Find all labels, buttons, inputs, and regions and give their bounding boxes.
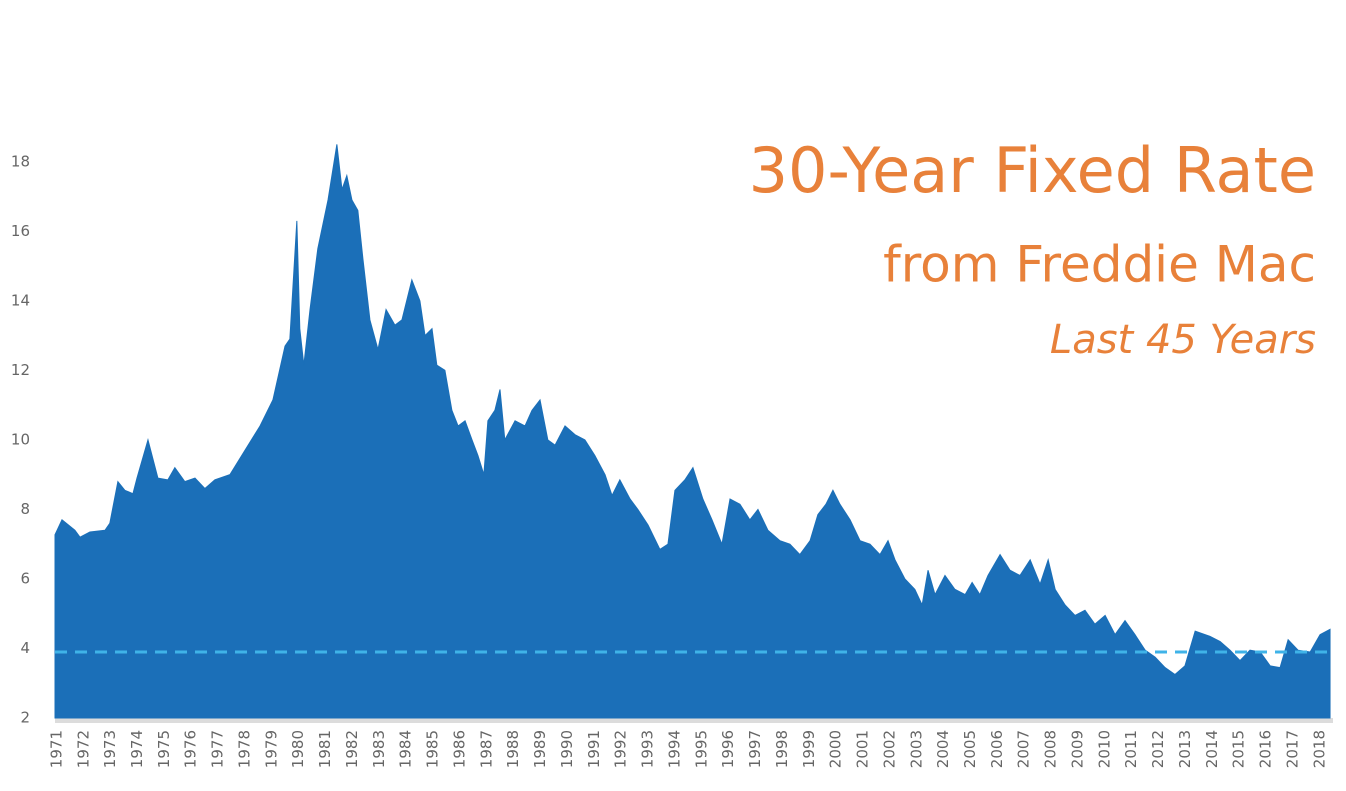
x-tick-label: 1979 <box>262 730 280 768</box>
x-tick-label: 1974 <box>128 730 146 768</box>
chart-subtitle: from Freddie Mac <box>883 236 1316 294</box>
x-tick-label: 2008 <box>1042 730 1060 768</box>
x-tick-label: 1972 <box>74 730 92 768</box>
x-tick-label: 2014 <box>1203 730 1221 768</box>
x-tick-label: 1986 <box>450 730 468 768</box>
y-tick-label: 12 <box>11 361 30 379</box>
x-tick-label: 1983 <box>370 730 388 768</box>
chart-title: 30-Year Fixed Rate <box>749 134 1316 207</box>
y-tick-label: 18 <box>11 152 30 170</box>
y-tick-label: 14 <box>11 291 30 309</box>
x-tick-label: 1977 <box>209 730 227 768</box>
x-tick-label: 2012 <box>1149 730 1167 768</box>
y-tick-label: 4 <box>20 639 30 657</box>
x-tick-label: 2018 <box>1310 730 1328 768</box>
y-tick-label: 10 <box>11 430 30 448</box>
x-tick-label: 1989 <box>531 730 549 768</box>
annotation: Last 45 Years <box>1050 317 1316 363</box>
x-tick-label: 1975 <box>155 730 173 768</box>
x-tick-label: 1991 <box>585 730 603 768</box>
y-tick-label: 8 <box>20 500 30 518</box>
x-tick-label: 1992 <box>612 730 630 768</box>
x-tick-label: 2000 <box>827 730 845 768</box>
x-tick-label: 2010 <box>1095 730 1113 768</box>
x-tick-label: 1996 <box>719 730 737 768</box>
y-tick-label: 16 <box>11 222 30 240</box>
x-tick-label: 1988 <box>504 730 522 768</box>
x-tick-label: 2015 <box>1230 730 1248 768</box>
x-tick-label: 1994 <box>665 730 683 768</box>
x-tick-label: 1995 <box>692 730 710 768</box>
x-tick-label: 1993 <box>639 730 657 768</box>
x-tick-label: 1998 <box>773 730 791 768</box>
area <box>54 144 1331 719</box>
x-tick-label: 1981 <box>316 730 334 768</box>
x-tick-label: 2013 <box>1176 730 1194 768</box>
x-tick-label: 2009 <box>1068 730 1086 768</box>
x-tick-label: 2003 <box>907 730 925 768</box>
x-tick-label: 1971 <box>47 730 65 768</box>
x-tick-label: 2006 <box>988 730 1006 768</box>
x-tick-label: 1990 <box>558 730 576 768</box>
y-tick-label: 6 <box>20 569 30 587</box>
x-tick-label: 1987 <box>477 730 495 768</box>
x-tick-label: 1978 <box>235 730 253 768</box>
x-tick-label: 2011 <box>1122 730 1140 768</box>
x-tick-label: 2005 <box>961 730 979 768</box>
x-tick-label: 1982 <box>343 730 361 768</box>
x-tick-label: 1985 <box>424 730 442 768</box>
x-tick-label: 1980 <box>289 730 307 768</box>
x-tick-label: 2016 <box>1257 730 1275 768</box>
x-axis-strip <box>55 718 1333 723</box>
x-tick-label: 2002 <box>880 730 898 768</box>
x-tick-label: 1973 <box>101 730 119 768</box>
x-tick-label: 2001 <box>854 730 872 768</box>
x-tick-label: 1999 <box>800 730 818 768</box>
x-tick-label: 2017 <box>1283 730 1301 768</box>
x-tick-label: 1984 <box>397 730 415 768</box>
x-tick-label: 2007 <box>1015 730 1033 768</box>
x-tick-label: 1997 <box>746 730 764 768</box>
x-tick-label: 1976 <box>182 730 200 768</box>
x-tick-label: 2004 <box>934 730 952 768</box>
y-tick-label: 2 <box>20 709 30 727</box>
plot <box>54 144 1333 719</box>
